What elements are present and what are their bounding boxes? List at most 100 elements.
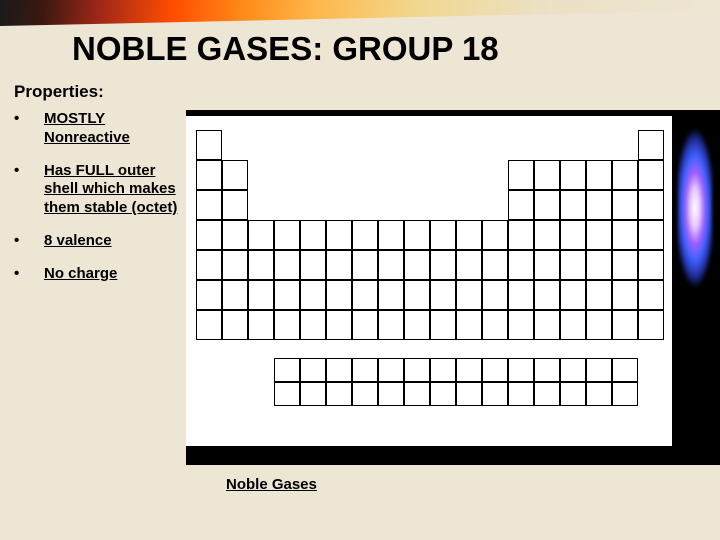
cell [248, 280, 274, 310]
cell [482, 310, 508, 340]
cell [248, 250, 274, 280]
cell [404, 220, 430, 250]
cell [534, 280, 560, 310]
figure-caption: Noble Gases [226, 476, 317, 493]
f-block-cell [560, 358, 586, 382]
f-block-cell [352, 358, 378, 382]
cell [456, 220, 482, 250]
cell [508, 220, 534, 250]
cell [274, 280, 300, 310]
f-block-cell [482, 382, 508, 406]
cell [430, 280, 456, 310]
f-block-cell [378, 358, 404, 382]
cell [612, 250, 638, 280]
f-block-cell [378, 382, 404, 406]
cell [534, 190, 560, 220]
cell [560, 190, 586, 220]
cell [534, 220, 560, 250]
cell [222, 160, 248, 190]
cell [482, 220, 508, 250]
slide-background: NOBLE GASES: GROUP 18 Properties: • MOST… [0, 0, 720, 540]
cell [378, 310, 404, 340]
cell [612, 190, 638, 220]
f-block-cell [274, 382, 300, 406]
cell [378, 220, 404, 250]
group-18-highlight-glow [678, 128, 712, 288]
cell [326, 310, 352, 340]
properties-heading: Properties: [14, 82, 104, 102]
cell [612, 280, 638, 310]
f-block-cell [586, 358, 612, 382]
cell [300, 220, 326, 250]
f-block-cell [612, 382, 638, 406]
f-block-cell [560, 382, 586, 406]
f-block-cell [430, 358, 456, 382]
cell [430, 220, 456, 250]
cell [352, 250, 378, 280]
cell [560, 250, 586, 280]
cell-group-18 [638, 130, 664, 160]
bullet-dot-icon: • [14, 232, 44, 251]
cell [274, 220, 300, 250]
cell [326, 280, 352, 310]
cell [248, 220, 274, 250]
f-block-cell [586, 382, 612, 406]
accent-bar [0, 0, 720, 26]
f-block-cell [534, 382, 560, 406]
f-block-cell [326, 358, 352, 382]
f-block-cell [300, 382, 326, 406]
cell [352, 220, 378, 250]
f-block-cell [456, 358, 482, 382]
cell [508, 160, 534, 190]
cell [586, 160, 612, 190]
bullet-dot-icon: • [14, 110, 44, 148]
cell [196, 280, 222, 310]
cell [430, 310, 456, 340]
list-item: • 8 valence [14, 232, 184, 251]
f-block-cell [482, 358, 508, 382]
cell [456, 250, 482, 280]
bullet-text: No charge [44, 265, 117, 284]
cell [274, 250, 300, 280]
cell [404, 310, 430, 340]
cell [612, 310, 638, 340]
cell [560, 280, 586, 310]
cell-group-18 [638, 280, 664, 310]
f-block-cell [456, 382, 482, 406]
f-block-cell [404, 382, 430, 406]
f-block-cell [508, 382, 534, 406]
bullet-dot-icon: • [14, 265, 44, 284]
cell [222, 220, 248, 250]
figure-panel [186, 110, 720, 465]
cell [300, 310, 326, 340]
cell [404, 280, 430, 310]
cell [326, 220, 352, 250]
cell [586, 190, 612, 220]
cell [508, 310, 534, 340]
cell [248, 310, 274, 340]
f-block-cell [352, 382, 378, 406]
cell [508, 190, 534, 220]
cell [586, 310, 612, 340]
f-block-cell [404, 358, 430, 382]
cell-group-18 [638, 250, 664, 280]
f-block-cell [430, 382, 456, 406]
cell [196, 130, 222, 160]
f-block-cell [326, 382, 352, 406]
cell [586, 280, 612, 310]
periodic-table-box [186, 116, 672, 446]
cell [508, 280, 534, 310]
cell [508, 250, 534, 280]
cell [560, 310, 586, 340]
cell [456, 280, 482, 310]
cell [404, 250, 430, 280]
cell [612, 220, 638, 250]
cell [274, 310, 300, 340]
cell [300, 280, 326, 310]
cell [196, 250, 222, 280]
cell [378, 250, 404, 280]
cell-group-18 [638, 190, 664, 220]
list-item: • Has FULL outer shell which makes them … [14, 162, 184, 218]
cell [222, 250, 248, 280]
f-block-cell [274, 358, 300, 382]
